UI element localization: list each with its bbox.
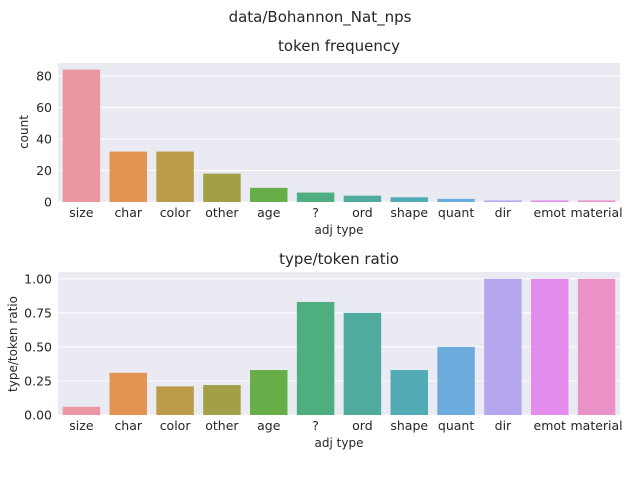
- x-tick-labels: size char color other age? ord shape quant dir em…: [69, 418, 622, 433]
- bar-other: [203, 385, 241, 415]
- x-axis-label: adj type: [315, 436, 364, 450]
- x-tick-label: color: [160, 418, 192, 433]
- bar-shape: [390, 370, 428, 415]
- x-tick-label: age: [257, 205, 281, 220]
- bar-size: [62, 406, 101, 415]
- plot-area: [58, 272, 620, 415]
- y-tick-labels: 0.00 0.25 0.50 0.75 1.00: [24, 271, 52, 422]
- y-tick-label: 40: [36, 131, 52, 146]
- chart-title: type/token ratio: [279, 250, 399, 268]
- x-tick-label: quant: [438, 418, 474, 433]
- y-tick-label: 0.50: [24, 339, 52, 354]
- bar-color: [156, 151, 194, 202]
- x-tick-label: other: [205, 418, 239, 433]
- x-tick-labels: size char color other age? ord shape quant dir em…: [69, 205, 622, 220]
- y-tick-label: 1.00: [24, 271, 52, 286]
- bar-size: [62, 69, 101, 202]
- plot-area: [58, 63, 620, 202]
- bars: [62, 278, 616, 415]
- x-tick-label: material: [570, 205, 622, 220]
- figure-suptitle: data/Bohannon_Nat_nps: [229, 8, 412, 27]
- x-tick-label: age: [257, 418, 281, 433]
- x-tick-label: emot: [534, 205, 567, 220]
- x-tick-label: size: [69, 205, 94, 220]
- bar-material: [577, 278, 616, 415]
- bar-age: [250, 370, 288, 415]
- bar-other: [203, 173, 241, 202]
- y-tick-label: 80: [36, 68, 52, 83]
- x-tick-label: char: [114, 205, 142, 220]
- y-tick-labels: 0 20 40 60 80: [36, 68, 52, 209]
- x-tick-label: size: [69, 418, 94, 433]
- y-tick-label: 0.75: [24, 305, 52, 320]
- bar-dir: [484, 278, 522, 415]
- bar-age: [250, 187, 288, 202]
- x-axis-label: adj type: [315, 223, 364, 237]
- x-tick-label: quant: [438, 205, 474, 220]
- x-tick-label: dir: [495, 418, 512, 433]
- y-tick-label: 0: [44, 195, 52, 210]
- x-tick-label: material: [570, 418, 622, 433]
- y-tick-label: 0.00: [24, 408, 52, 423]
- y-axis-label: count: [17, 115, 31, 149]
- x-tick-label: ?: [312, 418, 319, 433]
- bar-dir: [484, 200, 522, 202]
- bar-char: [109, 372, 147, 415]
- x-tick-label: color: [160, 205, 192, 220]
- bar-unknown: [296, 192, 335, 202]
- bars: [62, 69, 616, 202]
- x-tick-label: shape: [390, 205, 428, 220]
- x-tick-label: char: [114, 418, 142, 433]
- bar-unknown: [296, 301, 335, 415]
- y-tick-label: 20: [36, 163, 52, 178]
- x-tick-label: other: [205, 205, 239, 220]
- bar-shape: [390, 197, 428, 202]
- y-tick-label: 60: [36, 100, 52, 115]
- grid-lines: [58, 278, 620, 416]
- bar-ord: [343, 195, 382, 202]
- bar-quant: [437, 346, 475, 415]
- x-tick-label: ord: [352, 205, 373, 220]
- x-tick-label: ?: [312, 205, 319, 220]
- chart-title: token frequency: [278, 37, 400, 55]
- bar-quant: [437, 198, 475, 202]
- y-axis-label: type/token ratio: [6, 296, 20, 392]
- bar-char: [109, 151, 147, 202]
- y-tick-label: 0.25: [24, 373, 52, 388]
- bar-ord: [343, 312, 382, 415]
- type-token-ratio-chart: type/token ratio 0.00 0.25 0.50 0.75 1.00 si…: [6, 250, 623, 450]
- bar-emot: [531, 278, 569, 415]
- bar-emot: [531, 200, 569, 202]
- grid-lines: [58, 75, 620, 203]
- x-tick-label: ord: [352, 418, 373, 433]
- bar-material: [577, 200, 616, 202]
- x-tick-label: dir: [495, 205, 512, 220]
- x-tick-label: emot: [534, 418, 567, 433]
- bar-color: [156, 386, 194, 415]
- x-tick-label: shape: [390, 418, 428, 433]
